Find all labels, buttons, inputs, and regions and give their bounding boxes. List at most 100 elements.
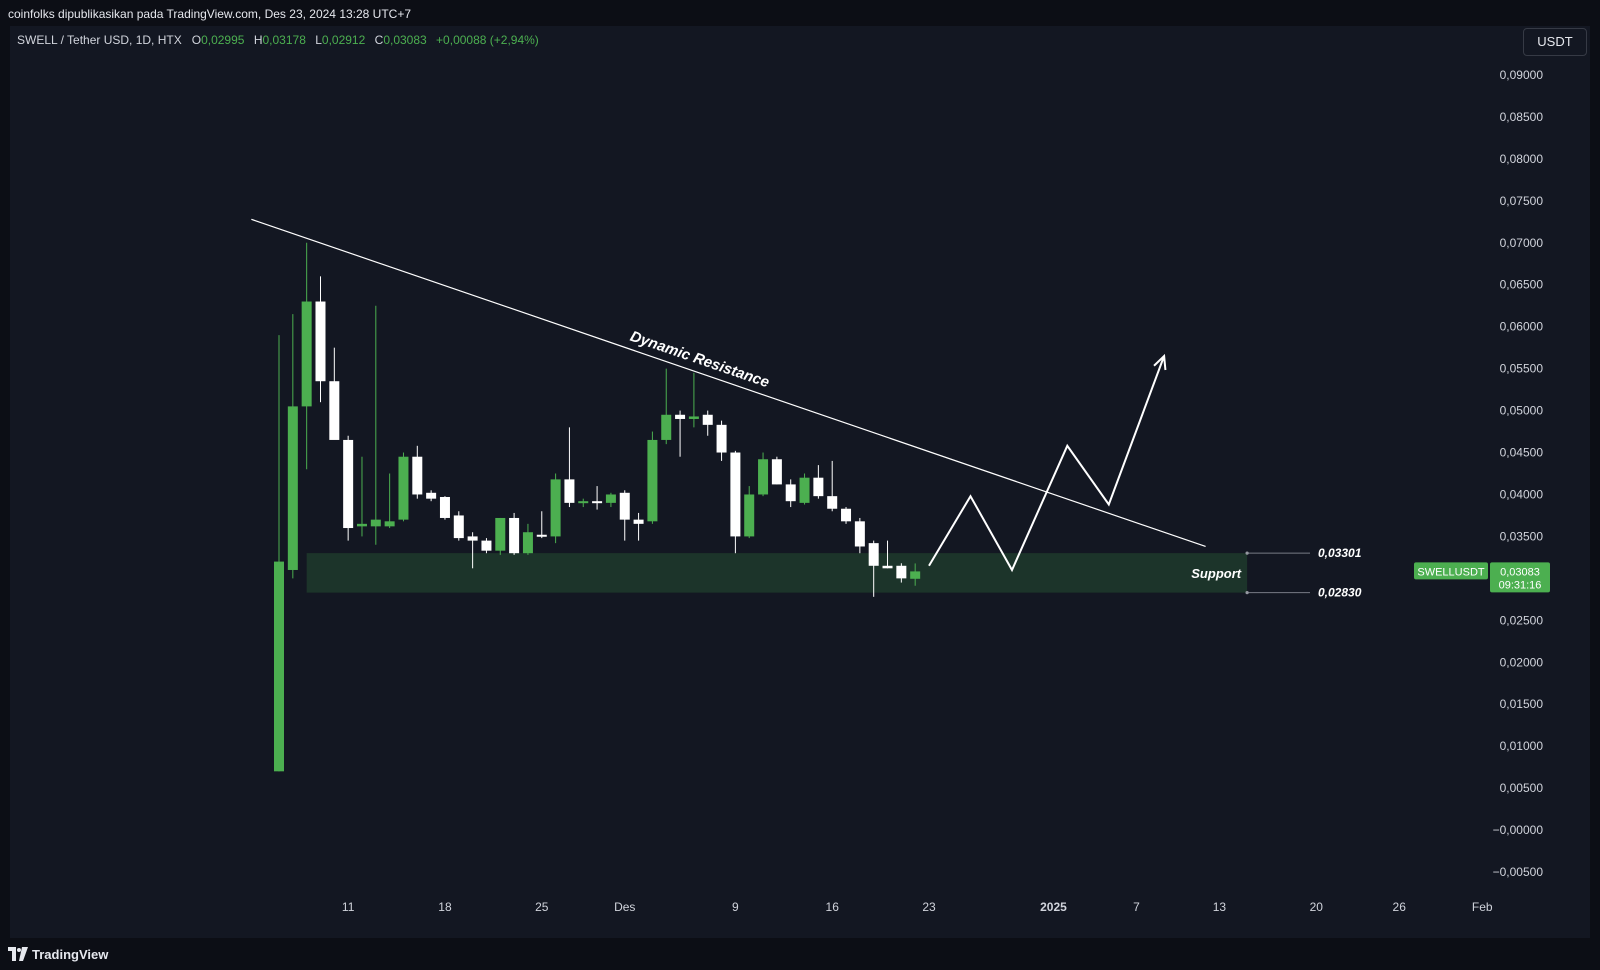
support-low-handle: [1245, 591, 1249, 595]
x-tick-label: 25: [535, 900, 549, 914]
y-tick-label: 0,03500: [1500, 529, 1544, 543]
tradingview-logo[interactable]: TradingView: [8, 946, 128, 964]
dynamic-resistance-label: Dynamic Resistance: [628, 328, 772, 391]
y-tick-label: 0,01000: [1500, 739, 1544, 753]
candle-body-down: [785, 484, 796, 502]
candle-body-down: [592, 501, 603, 504]
candle-body-up: [605, 494, 616, 503]
candle-body-down: [841, 508, 852, 522]
y-tick-label: 0,00500: [1500, 781, 1544, 795]
x-tick-label: 26: [1393, 900, 1407, 914]
candle-body-down: [453, 515, 464, 539]
y-tick-label: 0,06000: [1500, 320, 1544, 334]
x-tick-label: 9: [732, 900, 739, 914]
y-tick-label: 0,08000: [1500, 152, 1544, 166]
candle-body-down: [896, 565, 907, 579]
currency-button[interactable]: USDT: [1523, 28, 1587, 56]
candle-body-up: [274, 561, 284, 772]
x-tick-label: 2025: [1040, 900, 1067, 914]
y-tick-label: −0,00000: [1493, 823, 1544, 837]
candle-body-up: [799, 477, 810, 503]
candle-body-down: [813, 477, 824, 497]
candle-body-down: [536, 534, 547, 537]
candle-body-down: [771, 459, 782, 485]
low-label: L: [315, 33, 322, 47]
x-tick-label: Feb: [1472, 900, 1493, 914]
candle-body-up: [301, 301, 312, 407]
candle-body-up: [370, 519, 381, 527]
candle-body-up: [550, 479, 561, 537]
support-zone: [306, 553, 1248, 593]
dynamic-resistance-line: [251, 218, 1206, 548]
candle-body-up: [578, 501, 589, 504]
candle-body-down: [509, 517, 520, 554]
candle-body-up: [647, 439, 658, 522]
y-tick-label: 0,07500: [1500, 194, 1544, 208]
candle-body-down: [412, 456, 423, 495]
open-label: O: [191, 33, 202, 47]
candle-body-down: [467, 536, 478, 541]
x-tick-label: 13: [1213, 900, 1227, 914]
y-tick-label: 0,04500: [1500, 446, 1544, 460]
candle-body-down: [854, 521, 865, 547]
candle-body-up: [758, 459, 769, 495]
candle-body-up: [910, 571, 921, 579]
candle-body-up: [356, 523, 367, 527]
candle-body-down: [329, 381, 340, 440]
x-tick-label: 18: [438, 900, 452, 914]
candle-body-down: [343, 439, 354, 529]
y-tick-label: 0,04000: [1500, 487, 1544, 501]
candle-body-down: [315, 301, 326, 382]
x-tick-label: 16: [826, 900, 840, 914]
bar-countdown: 09:31:16: [1499, 579, 1542, 591]
high-value: 0,03178: [262, 33, 306, 47]
change-value: +0,00088 (+2,94%): [436, 33, 539, 47]
symbol-legend: SWELL / Tether USD, 1D, HTX O0,02995 H0,…: [17, 33, 539, 47]
publish-bar: coinfolks dipublikasikan pada TradingVie…: [0, 0, 1600, 26]
y-tick-label: 0,05000: [1500, 404, 1544, 418]
tradingview-logo-icon: [8, 947, 28, 961]
candle-body-down: [868, 543, 879, 566]
candle-body-down: [619, 492, 630, 520]
candle-body-down: [426, 492, 437, 499]
projection-arrowhead: [1153, 353, 1167, 371]
candle-body-up: [522, 532, 533, 554]
support-high-handle: [1245, 551, 1249, 555]
candle-body-down: [564, 479, 575, 503]
y-tick-label: 0,07000: [1500, 236, 1544, 250]
projection-path: [928, 355, 1166, 573]
x-tick-label: 23: [922, 900, 936, 914]
candle-body-up: [495, 517, 506, 551]
x-tick-label: 20: [1310, 900, 1324, 914]
candle-body-down: [633, 519, 644, 524]
y-tick-label: 0,08500: [1500, 110, 1544, 124]
high-label: H: [253, 33, 263, 47]
footer-bar: [0, 938, 1600, 970]
support-high-label: 0,03301: [1318, 546, 1362, 560]
candle-body-up: [688, 416, 699, 419]
y-tick-label: −0,00500: [1493, 865, 1544, 879]
candle-body-down: [481, 540, 492, 551]
candle-body-up: [398, 456, 409, 520]
last-price-value: 0,03083: [1500, 566, 1540, 578]
candle-body-down: [702, 414, 713, 425]
candle-body-down: [675, 414, 686, 419]
last-price-tag: [1490, 562, 1550, 593]
symbol-tag: [1414, 562, 1488, 580]
x-tick-label: Des: [614, 900, 635, 914]
low-value: 0,02912: [321, 33, 366, 47]
support-zone-label: Support: [1191, 566, 1241, 581]
y-tick-label: 0,02500: [1500, 613, 1544, 627]
candle-body-down: [827, 496, 838, 509]
candle-body-up: [384, 521, 395, 527]
x-tick-label: 7: [1133, 900, 1140, 914]
publish-info: coinfolks dipublikasikan pada TradingVie…: [8, 7, 412, 21]
y-tick-label: 0,02000: [1500, 655, 1544, 669]
support-low-label: 0,02830: [1318, 586, 1362, 600]
candle-body-down: [882, 565, 893, 569]
price-chart-svg[interactable]: 0,09000 0,08500 0,08000 0,07500 0,07000 0,065…: [0, 0, 1600, 938]
tradingview-brand: TradingView: [32, 947, 109, 962]
open-value: 0,02995: [201, 33, 245, 47]
symbol-title[interactable]: SWELL / Tether USD, 1D, HTX: [17, 33, 182, 47]
